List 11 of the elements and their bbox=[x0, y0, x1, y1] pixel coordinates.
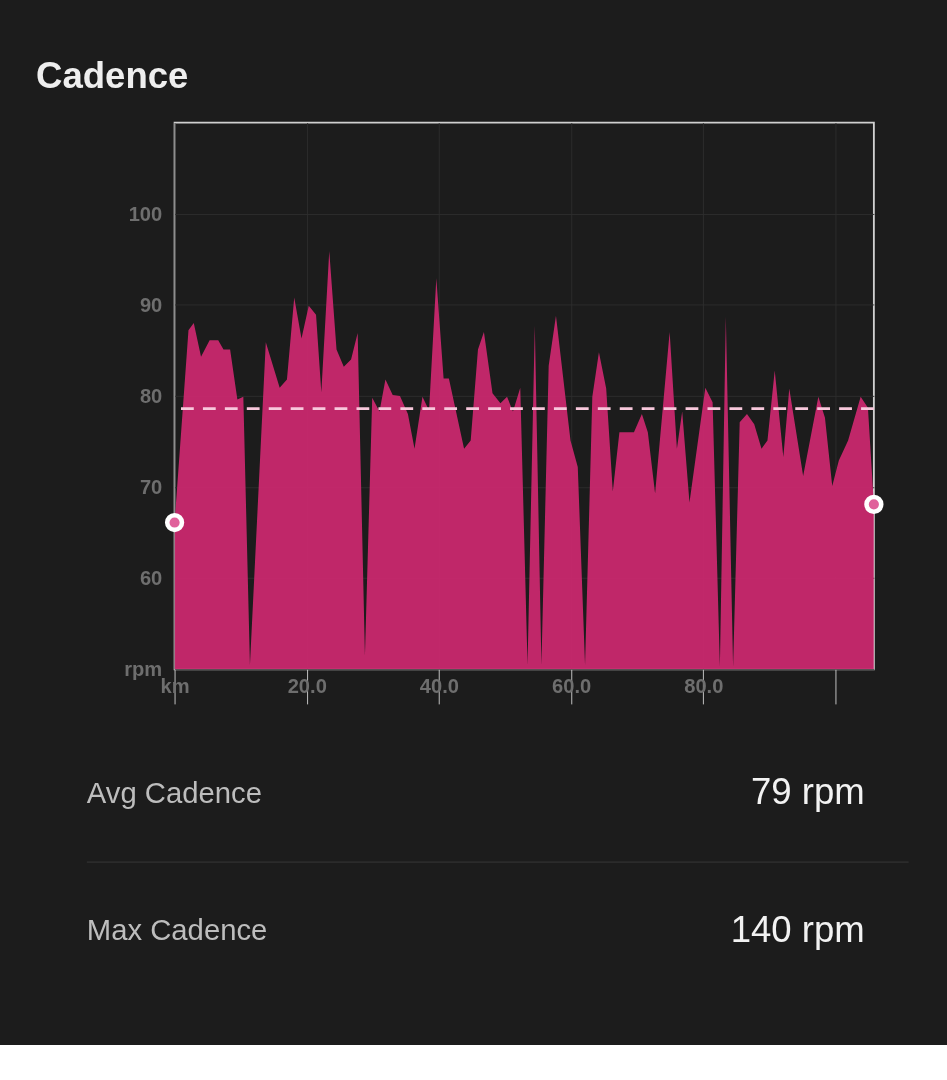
text: Max Cadence bbox=[86, 913, 268, 946]
y-tick-label: 70 bbox=[139, 475, 163, 498]
y-tick-label: rpm bbox=[124, 658, 163, 681]
text: 79 rpm bbox=[750, 771, 865, 813]
text: Avg Cadence bbox=[86, 776, 262, 809]
y-tick-label: 100 bbox=[128, 202, 163, 225]
text: 140 rpm bbox=[730, 908, 865, 950]
y-tick-label: 80 bbox=[139, 384, 163, 407]
y-tick-label: 60 bbox=[139, 566, 163, 589]
y-tick-label: 90 bbox=[139, 293, 163, 316]
chart-title: Cadence bbox=[36, 54, 189, 96]
